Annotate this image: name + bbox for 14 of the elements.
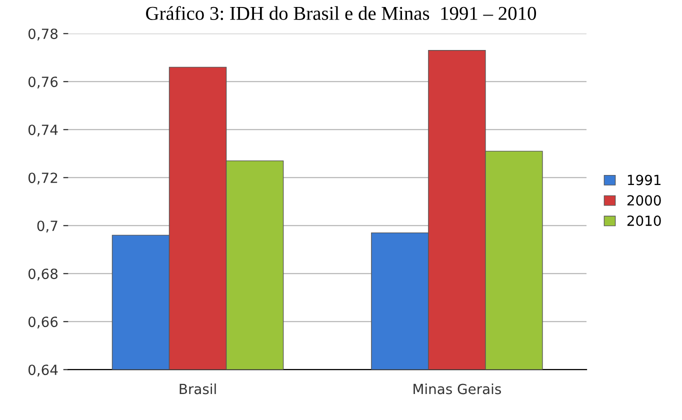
- y-tick-label: 0,76: [28, 76, 58, 88]
- x-tick-label: Minas Gerais: [414, 383, 501, 394]
- y-tick-label: 0,64: [28, 364, 58, 376]
- y-tick-label: 0,72: [28, 172, 58, 184]
- chart-title: Gráfico 3: IDH do Brasil e de Minas 1991 – 2010: [146, 6, 536, 20]
- y-tick-label: 0,74: [28, 124, 58, 136]
- y-tick-label: 0,78: [28, 28, 58, 40]
- legend-label: 2000: [627, 195, 661, 206]
- y-tick-label: 0,7: [37, 220, 58, 232]
- y-tick-label: 0,68: [28, 268, 58, 280]
- legend-label: 1991: [628, 174, 660, 186]
- x-tick-label: Brasil: [180, 383, 216, 394]
- y-tick-label: 0,66: [28, 316, 58, 328]
- legend-label: 2010: [627, 216, 661, 226]
